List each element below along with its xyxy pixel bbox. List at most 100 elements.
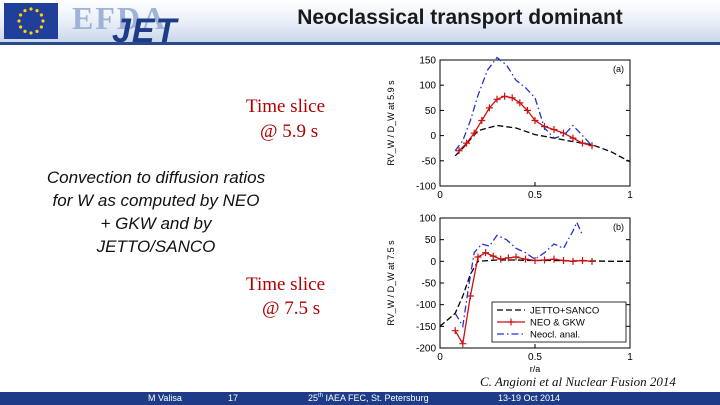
description-line3: + GKW and by (100, 214, 212, 233)
footer-date: 13-19 Oct 2014 (498, 393, 561, 403)
footer-author: M Valisa (148, 393, 182, 403)
data-point-marker (569, 134, 577, 142)
series-line-jetto (454, 124, 631, 163)
footer-bar: M Valisa 17 25th IAEA FEC, St. Petersbur… (0, 392, 720, 405)
data-point-marker (497, 255, 505, 263)
eu-star (41, 19, 45, 23)
eu-star (19, 13, 23, 17)
panel-label-b: (b) (613, 222, 624, 232)
chart-panel-a: -100 -50 0 50 100 150 0 0.5 1 (a) RV_W / D_W at 5.… (386, 56, 633, 202)
y-tick-label: -150 (416, 322, 436, 333)
series-line-neocl (454, 220, 584, 329)
eu-star (35, 29, 39, 33)
citation: C. Angioni et al Nuclear Fusion 2014 (480, 374, 676, 389)
panel-label-a: (a) (613, 64, 624, 74)
time-slice-a-line1: Time slice (246, 96, 325, 117)
x-tick-label: 0 (437, 190, 443, 201)
time-slice-b-line2: @ 7.5 s (262, 298, 321, 319)
eu-flag-logo (4, 3, 58, 39)
time-slice-a-label: Time slice @ 5.9 s (246, 94, 325, 144)
data-point-marker (489, 252, 497, 260)
time-slice-b-label: Time slice @ 7.5 s (246, 273, 325, 321)
data-point-marker (531, 116, 539, 124)
data-point-marker (560, 256, 567, 264)
time-slice-a-line2: @ 5.9 s (260, 121, 319, 142)
legend-entry-jetto: JETTO+SANCO (530, 306, 599, 317)
x-axis-label-b: r/a (530, 364, 541, 372)
y-tick-label: -200 (416, 344, 436, 355)
eu-star (39, 25, 43, 29)
data-point-marker (550, 126, 558, 134)
data-point-marker (466, 292, 474, 300)
data-point-marker (569, 257, 577, 265)
logo-efda: EFDA (72, 0, 168, 36)
data-point-marker (522, 255, 529, 263)
slide-title: Neoclassical transport dominant (297, 6, 623, 29)
y-tick-label: -50 (422, 279, 437, 290)
header-bar: EFDA JET Neoclassical transport dominant (0, 0, 720, 50)
data-point-marker (485, 104, 493, 112)
y-tick-label: -100 (416, 182, 436, 193)
data-point-marker (470, 129, 478, 137)
y-tick-label: -50 (422, 156, 437, 167)
data-point-marker (482, 249, 490, 257)
y-axis-label-a: RV_W / D_W at 5.9 s (386, 80, 396, 166)
x-tick-label: 1 (627, 352, 633, 363)
description-text: Convection to diffusion ratios for W as … (18, 166, 294, 258)
data-point-marker (478, 116, 486, 124)
data-point-marker (531, 256, 539, 264)
header-divider (0, 42, 720, 45)
footer-page-number: 17 (228, 393, 239, 403)
legend-entry-neocl: Neocl. anal. (530, 330, 580, 341)
data-point-marker (451, 327, 459, 335)
chart-panel-b: -200 -150 -100 -50 0 50 100 0 0.5 1 (b) RV_W / D_W … (386, 214, 633, 373)
data-point-marker (588, 257, 596, 265)
data-point-marker (516, 99, 524, 107)
eu-star (19, 25, 23, 29)
y-tick-label: 100 (419, 81, 436, 92)
x-tick-label: 0.5 (528, 190, 542, 201)
data-point-marker (508, 94, 516, 102)
y-tick-label: 50 (425, 106, 437, 117)
data-point-marker (459, 340, 467, 348)
data-point-marker (474, 253, 482, 261)
data-point-marker (550, 255, 558, 263)
eu-star (29, 7, 33, 11)
logo-jet: JET (112, 12, 178, 50)
series-line-neocl (454, 56, 593, 152)
x-tick-label: 0.5 (528, 352, 542, 363)
y-tick-label: 0 (430, 131, 436, 142)
footer-conference-suffix: th (318, 393, 324, 399)
eu-star (23, 9, 27, 13)
eu-star (23, 29, 27, 33)
eu-stars-icon (17, 7, 45, 35)
eu-star (29, 31, 33, 35)
description-line4: JETTO/SANCO (96, 237, 216, 256)
x-tick-label: 1 (627, 190, 633, 201)
y-tick-label: 50 (425, 235, 437, 246)
data-point-marker (541, 256, 548, 264)
time-slice-b-line1: Time slice (246, 274, 325, 295)
description-line2: for W as computed by NEO (52, 191, 260, 210)
footer-conference-name: IAEA FEC, St. Petersburg (323, 393, 429, 403)
eu-star (39, 13, 43, 17)
legend-marker (507, 318, 515, 326)
data-point-marker (455, 147, 463, 155)
footer-conference: 25th IAEA FEC, St. Petersburg (308, 393, 429, 403)
y-tick-label: 150 (419, 56, 436, 67)
y-tick-label: -100 (416, 300, 436, 311)
eu-star (35, 9, 39, 13)
x-tick-label: 0 (437, 352, 443, 363)
data-point-marker (463, 139, 471, 147)
y-tick-label: 0 (430, 257, 436, 268)
data-point-marker (504, 254, 512, 262)
data-point-marker (588, 142, 596, 150)
data-point-marker (579, 256, 586, 264)
footer-conference-number: 25 (308, 393, 319, 403)
data-point-marker (512, 253, 520, 261)
data-point-marker (523, 106, 531, 114)
y-axis-label-b: RV_W / D_W at 7.5 s (386, 240, 396, 326)
description-line1: Convection to diffusion ratios (46, 168, 266, 187)
data-point-marker (493, 95, 501, 103)
data-point-marker (579, 139, 586, 147)
